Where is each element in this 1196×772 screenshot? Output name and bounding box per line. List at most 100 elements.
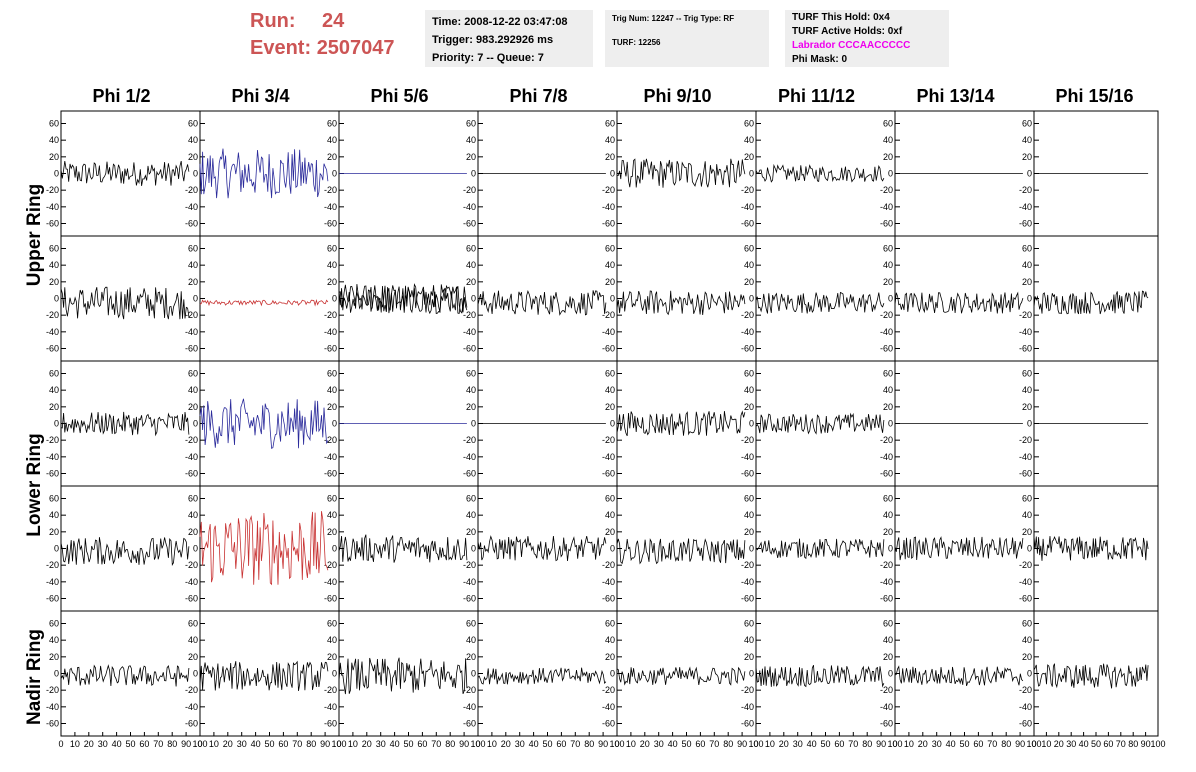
xtick-label: 90 [876, 739, 886, 749]
waveform-trace-r4-c7 [1033, 663, 1149, 689]
ytick-label: 40 [1022, 135, 1032, 145]
ytick-label: 60 [744, 244, 754, 254]
turf-info-box: TURF This Hold: 0x4 TURF Active Holds: 0… [785, 10, 949, 67]
ytick-label: 60 [188, 619, 198, 629]
ytick-label: 0 [54, 544, 59, 554]
ytick-label: 60 [605, 369, 615, 379]
ytick-label: 60 [605, 494, 615, 504]
ytick-label: -60 [741, 594, 754, 604]
ytick-label: -20 [185, 310, 198, 320]
ytick-label: 60 [466, 369, 476, 379]
ytick-label: -60 [46, 344, 59, 354]
waveform-trace-r4-c2 [338, 657, 468, 695]
ytick-label: -20 [324, 185, 337, 195]
xtick-label: 10 [1041, 739, 1051, 749]
ytick-label: 0 [471, 544, 476, 554]
ytick-label: 60 [327, 244, 337, 254]
ytick-label: 60 [327, 494, 337, 504]
xtick-label: 10 [70, 739, 80, 749]
time-info-box: Time: 2008-12-22 03:47:08 Trigger: 983.2… [425, 10, 593, 67]
ytick-label: 40 [1022, 260, 1032, 270]
ytick-label: -40 [463, 577, 476, 587]
ytick-label: 0 [610, 544, 615, 554]
ytick-label: 0 [471, 169, 476, 179]
ytick-label: -40 [46, 577, 59, 587]
xtick-label: 70 [570, 739, 580, 749]
waveform-trace-r3-c5 [755, 538, 885, 560]
waveform-trace-r4-c1 [199, 660, 329, 691]
ytick-label: 20 [883, 652, 893, 662]
ytick-label: -20 [46, 185, 59, 195]
turf-hold-line: TURF This Hold: 0x4 [792, 12, 890, 23]
waveform-trace-r4-c6 [894, 665, 1024, 687]
phi-mask-line: Phi Mask: 0 [792, 54, 848, 65]
xtick-label: 20 [84, 739, 94, 749]
ytick-label: 40 [188, 510, 198, 520]
ytick-label: -40 [880, 202, 893, 212]
phi-header-1: Phi 1/2 [92, 86, 151, 106]
xtick-label: 90 [598, 739, 608, 749]
xtick-label: 50 [264, 739, 274, 749]
xtick-label: 60 [834, 739, 844, 749]
xtick-label: 40 [112, 739, 122, 749]
xtick-label: 10 [765, 739, 775, 749]
ytick-label: -40 [185, 702, 198, 712]
ytick-label: 60 [744, 494, 754, 504]
ytick-label: -20 [880, 310, 893, 320]
ytick-label: -40 [741, 202, 754, 212]
ytick-label: 60 [49, 244, 59, 254]
xtick-label: 90 [1141, 739, 1151, 749]
xtick-label: 50 [125, 739, 135, 749]
ytick-label: -20 [602, 310, 615, 320]
xtick-label: 20 [640, 739, 650, 749]
ytick-label: 40 [188, 135, 198, 145]
xtick-label: 0 [58, 739, 63, 749]
ytick-label: 60 [466, 244, 476, 254]
xtick-label: 10 [904, 739, 914, 749]
ytick-label: 40 [49, 385, 59, 395]
ytick-label: -60 [46, 219, 59, 229]
ytick-label: 40 [327, 510, 337, 520]
ytick-label: -40 [602, 702, 615, 712]
ytick-label: 0 [749, 419, 754, 429]
ytick-label: 0 [193, 294, 198, 304]
ytick-label: -40 [185, 327, 198, 337]
ytick-label: -40 [880, 577, 893, 587]
ytick-label: -20 [741, 310, 754, 320]
ytick-label: 20 [744, 402, 754, 412]
ytick-label: 20 [605, 652, 615, 662]
ytick-label: 60 [605, 119, 615, 129]
ytick-label: -20 [741, 560, 754, 570]
ytick-label: 40 [1022, 635, 1032, 645]
waveform-trace-r1-c3 [477, 290, 607, 316]
ytick-label: -40 [1019, 452, 1032, 462]
xtick-label: 10 [348, 739, 358, 749]
ytick-label: 0 [54, 669, 59, 679]
ytick-label: -40 [46, 327, 59, 337]
ytick-label: 60 [327, 119, 337, 129]
xtick-label: 60 [139, 739, 149, 749]
xtick-label: 40 [529, 739, 539, 749]
waveform-trace-r3-c2 [338, 534, 468, 563]
ytick-label: 60 [1022, 369, 1032, 379]
waveform-trace-r4-c0 [60, 664, 190, 687]
ytick-label: -40 [463, 202, 476, 212]
ytick-label: 40 [466, 135, 476, 145]
ytick-label: 0 [332, 169, 337, 179]
phi-header-8: Phi 15/16 [1055, 86, 1134, 106]
xtick-label: 40 [1079, 739, 1089, 749]
ytick-label: 40 [883, 135, 893, 145]
ytick-label: 0 [54, 419, 59, 429]
ytick-label: -20 [463, 435, 476, 445]
xtick-label: 30 [376, 739, 386, 749]
ytick-label: -60 [1019, 719, 1032, 729]
xtick-label: 20 [1054, 739, 1064, 749]
ytick-label: 40 [744, 135, 754, 145]
xtick-label: 50 [820, 739, 830, 749]
trig-info-box: Trig Num: 12247 -- Trig Type: RF TURF: 1… [605, 10, 769, 67]
waveform-trace-r1-c2 [338, 285, 468, 315]
ytick-label: 40 [466, 510, 476, 520]
ytick-label: 20 [883, 152, 893, 162]
ytick-label: -60 [463, 219, 476, 229]
ytick-label: 60 [883, 369, 893, 379]
